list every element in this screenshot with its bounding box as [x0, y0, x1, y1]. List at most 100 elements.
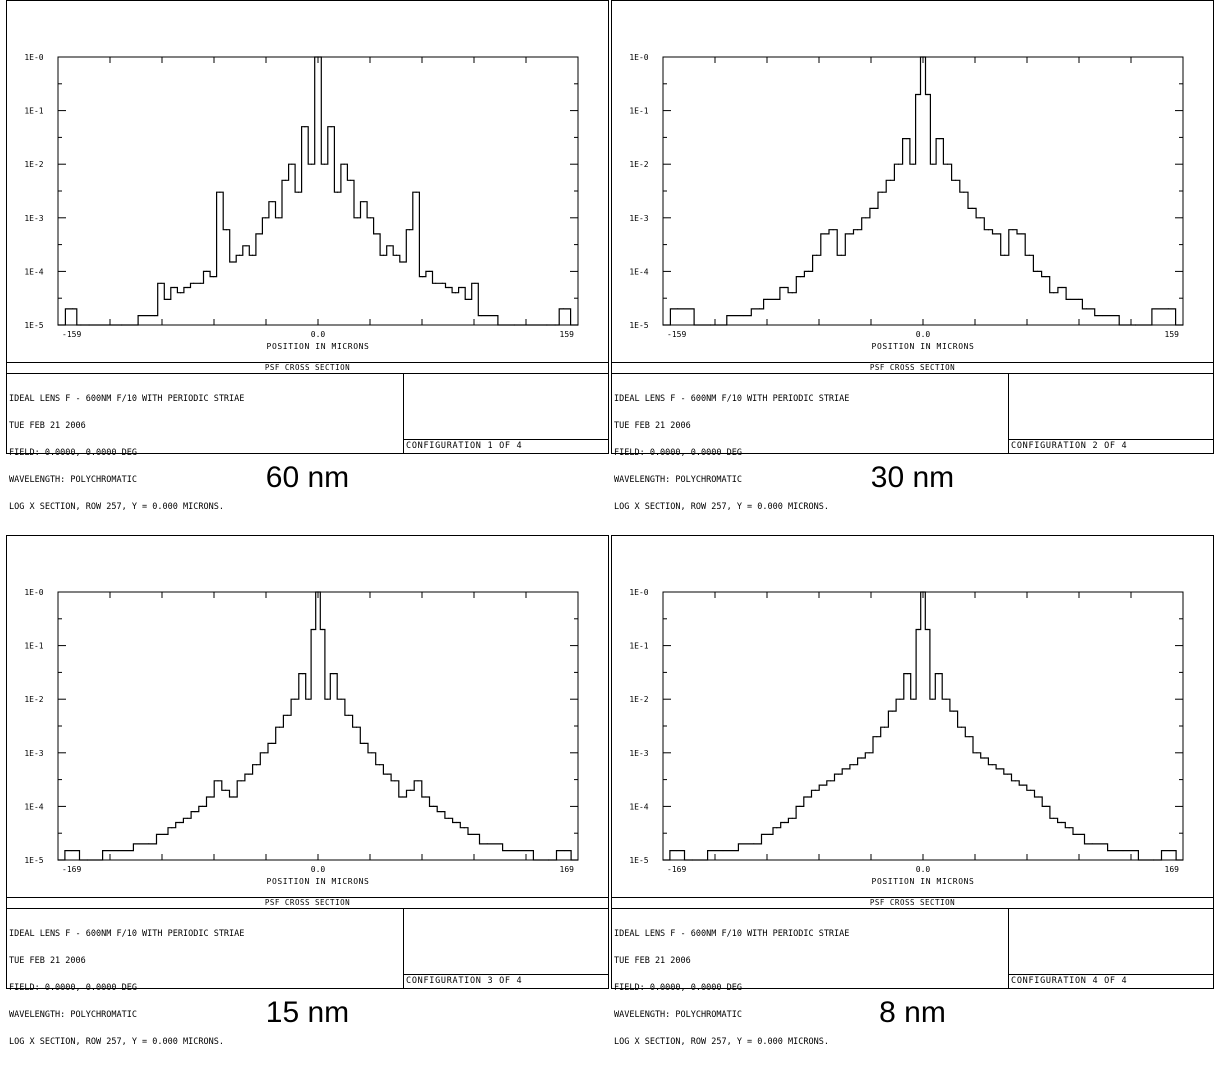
psf-data-point: [340, 699, 341, 700]
info-lines: IDEAL LENS F - 600NM F/10 WITH PERIODIC …: [9, 377, 404, 530]
psf-data-point: [838, 774, 839, 775]
psf-data-point: [350, 180, 351, 181]
y-tick-label: 1E-3: [629, 749, 648, 758]
psf-data-point: [287, 715, 288, 716]
psf-data-point: [210, 796, 211, 797]
psf-data-point: [1153, 859, 1154, 860]
psf-data-point: [464, 827, 465, 828]
info-line-section: LOG X SECTION, ROW 257, Y = 0.000 MICRON…: [614, 503, 1009, 512]
psf-data-point: [1102, 315, 1103, 316]
psf-data-point: [248, 774, 249, 775]
psf-data-point: [357, 217, 358, 218]
psf-data-point: [564, 850, 565, 851]
psf-data-point: [917, 94, 918, 95]
psf-data-point: [759, 308, 760, 309]
info-line-date: TUE FEB 21 2006: [9, 422, 404, 431]
psf-data-point: [662, 859, 663, 860]
x-axis-label: POSITION IN MICRONS: [872, 342, 975, 351]
psf-data-point: [907, 673, 908, 674]
psf-data-point: [317, 56, 318, 57]
psf-data-point: [1037, 271, 1038, 272]
psf-data-point: [992, 764, 993, 765]
psf-data-point: [456, 822, 457, 823]
psf-data-point: [927, 94, 928, 95]
psf-data-point: [976, 752, 977, 753]
psf-data-point: [285, 180, 286, 181]
panel-config-2: 1E-0 1E-1 1E-2 1E-3 1E-4 1E-5 -159 0.0 159 POSITI…: [605, 0, 1208, 454]
info-line-date: TUE FEB 21 2006: [9, 957, 404, 966]
psf-data-point: [187, 287, 188, 288]
psf-data-point: [252, 255, 253, 256]
psf-data-point: [117, 850, 118, 851]
psf-data-point: [546, 324, 547, 325]
y-tick-label: 1E-4: [24, 267, 43, 276]
psf-data-point: [999, 768, 1000, 769]
y-tick-label: 1E-4: [629, 802, 648, 811]
psf-chart-1: 1E-01E-11E-21E-31E-41E-5-159 0.0 159POSITI…: [6, 0, 609, 362]
psf-data-point: [869, 752, 870, 753]
psf-data-point: [410, 790, 411, 791]
psf-data-point: [311, 164, 312, 165]
psf-data-point: [422, 276, 423, 277]
psf-data-point: [932, 699, 933, 700]
psf-data-point: [294, 699, 295, 700]
psf-data-point: [200, 283, 201, 284]
psf-data-point: [849, 233, 850, 234]
y-tick-label: 1E-0: [24, 53, 43, 62]
psf-data-point: [57, 324, 58, 325]
panel-caption: 30 nm: [611, 460, 1214, 496]
psf-data-point: [822, 784, 823, 785]
psf-data-point: [939, 138, 940, 139]
psf-data-point: [376, 233, 377, 234]
psf-data-point: [861, 757, 862, 758]
psf-data-point: [429, 271, 430, 272]
psf-data-point: [548, 859, 549, 860]
info-line-section: LOG X SECTION, ROW 257, Y = 0.000 MICRON…: [614, 1038, 1009, 1047]
psf-data-point: [348, 715, 349, 716]
y-tick-label: 1E-2: [629, 160, 648, 169]
psf-data-point: [563, 308, 564, 309]
psf-data-point: [857, 229, 858, 230]
config-divider: [403, 909, 404, 989]
psf-data-point: [461, 287, 462, 288]
plot-frame: [58, 592, 578, 860]
psf-data-point: [193, 283, 194, 284]
info-lines: IDEAL LENS F - 600NM F/10 WITH PERIODIC …: [614, 912, 1009, 1065]
psf-data-point: [841, 255, 842, 256]
psf-data-point: [217, 780, 218, 781]
x-tick-label: -159: [667, 330, 686, 339]
psf-data-point: [1021, 233, 1022, 234]
psf-data-point: [442, 283, 443, 284]
configuration-label: CONFIGURATION 3 OF 4: [406, 976, 522, 986]
y-tick-label: 1E-3: [24, 214, 43, 223]
psf-data-point: [225, 790, 226, 791]
psf-data-point: [1038, 796, 1039, 797]
psf-data-point: [154, 315, 155, 316]
psf-data-point: [832, 229, 833, 230]
info-box: IDEAL LENS F - 600NM F/10 WITH PERIODIC …: [6, 909, 609, 989]
psf-data-point: [1061, 822, 1062, 823]
config-divider: [403, 374, 404, 454]
y-tick-label: 1E-5: [24, 856, 43, 865]
psf-data-point: [389, 245, 390, 246]
psf-data-point: [481, 315, 482, 316]
psf-data-point: [259, 233, 260, 234]
psf-chart-3: 1E-01E-11E-21E-31E-41E-5-169 0.0 169POSITI…: [6, 535, 609, 897]
psf-data-point: [256, 764, 257, 765]
psf-data-point: [468, 299, 469, 300]
psf-data-point: [363, 201, 364, 202]
psf-data-point: [722, 850, 723, 851]
psf-data-point: [417, 780, 418, 781]
psf-data-point: [402, 261, 403, 262]
psf-data-point: [955, 180, 956, 181]
panel-title-bar: PSF CROSS SECTION: [611, 897, 1214, 909]
psf-data-point: [710, 324, 711, 325]
psf-data-point: [440, 811, 441, 812]
y-tick-label: 1E-1: [629, 107, 648, 116]
psf-data-point: [219, 192, 220, 193]
psf-data-point: [356, 727, 357, 728]
psf-data-point: [980, 217, 981, 218]
x-tick-label: 0.0: [311, 865, 326, 874]
psf-data-point: [743, 315, 744, 316]
psf-data-point: [662, 324, 663, 325]
